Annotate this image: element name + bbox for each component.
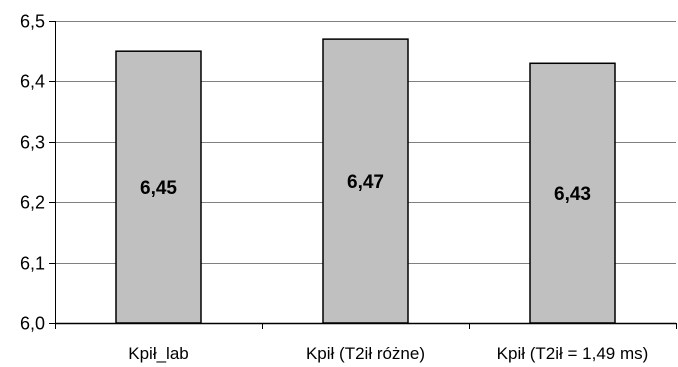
y-tick-label: 6,2 (20, 193, 45, 213)
x-category-label: Kpił_lab (128, 344, 189, 363)
axes (49, 21, 677, 329)
y-tick-label: 6,5 (20, 12, 45, 32)
x-category-label: Kpił (T2ił różne) (306, 344, 425, 363)
y-tick-label: 6,0 (20, 314, 45, 334)
data-label: 6,43 (554, 184, 591, 205)
data-label: 6,45 (140, 178, 177, 199)
y-tick-label: 6,4 (20, 72, 45, 92)
x-category-label: Kpił (T2ił = 1,49 ms) (497, 344, 649, 363)
y-tick-label: 6,1 (20, 254, 45, 274)
y-tick-label: 6,3 (20, 133, 45, 153)
bar (529, 62, 616, 324)
bars (115, 38, 616, 324)
bar (115, 50, 202, 324)
labels: 6,0 6,1 6,2 6,3 6,4 6,5 6,45 6,47 6,43 Kpił_lab Kp… (20, 12, 648, 364)
data-label: 6,47 (347, 172, 384, 193)
